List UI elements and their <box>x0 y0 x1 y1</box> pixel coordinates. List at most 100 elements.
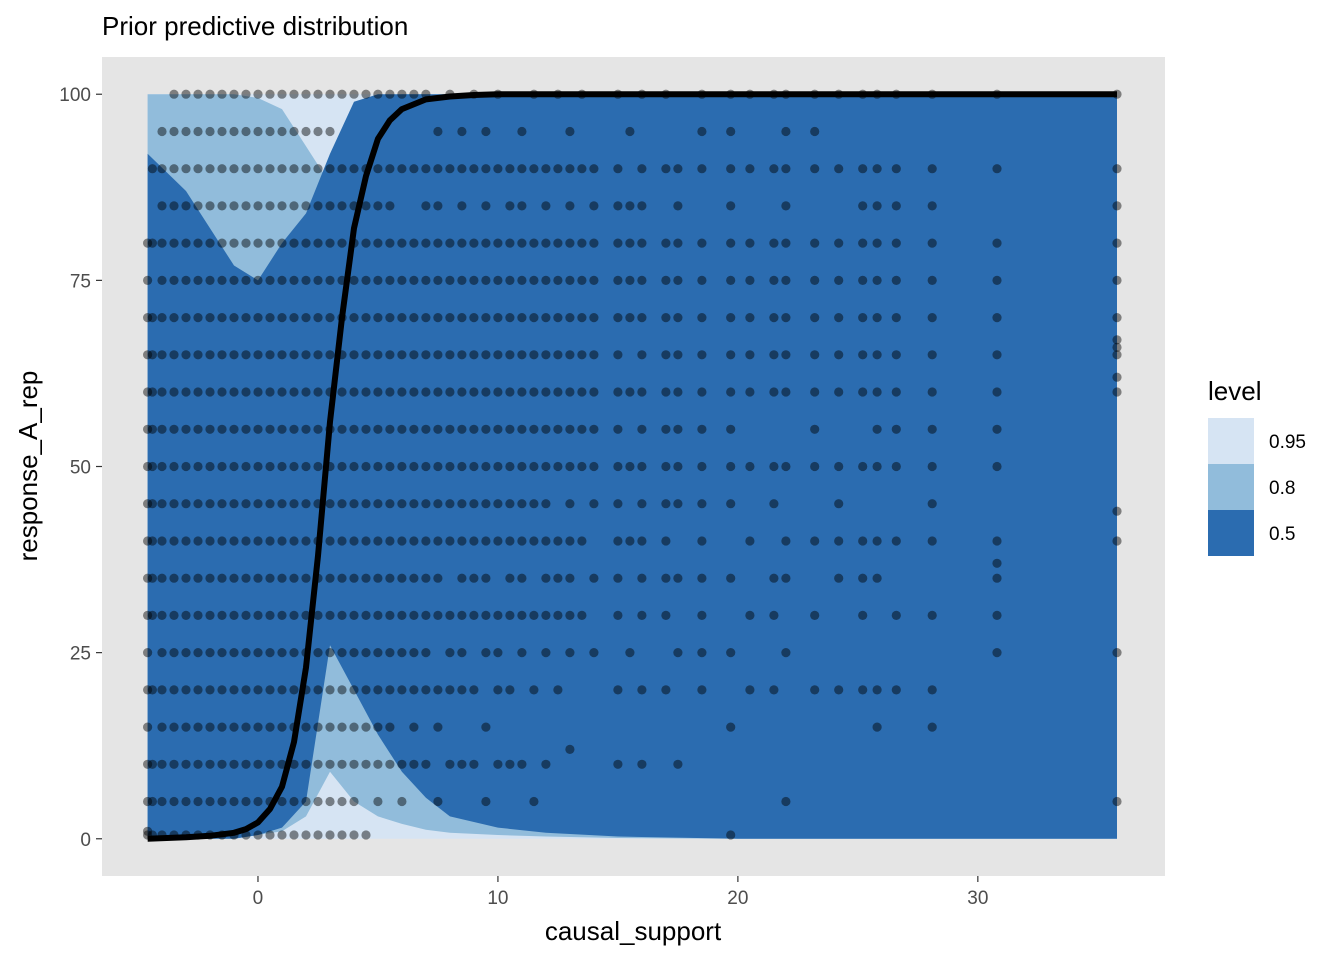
data-point <box>313 201 323 211</box>
data-point <box>313 830 323 840</box>
data-point <box>697 238 707 248</box>
data-point <box>505 164 515 174</box>
data-point <box>241 238 251 248</box>
data-point <box>349 759 359 769</box>
data-point <box>872 238 882 248</box>
data-point <box>385 387 395 397</box>
data-point <box>858 201 868 211</box>
data-point <box>361 350 371 360</box>
data-point <box>745 461 755 472</box>
data-point <box>565 126 575 137</box>
data-point <box>726 648 736 658</box>
data-point <box>577 313 587 323</box>
data-point <box>493 536 503 546</box>
data-point <box>992 275 1002 285</box>
data-point <box>397 685 407 695</box>
data-point <box>397 350 407 360</box>
legend-swatch-0-8 <box>1208 464 1254 510</box>
data-point <box>397 238 407 248</box>
data-point <box>181 648 191 658</box>
data-point <box>409 461 419 472</box>
data-point <box>181 350 191 360</box>
data-point <box>325 126 335 137</box>
data-point <box>541 424 551 434</box>
data-point <box>409 573 419 583</box>
data-point <box>397 387 407 397</box>
data-point <box>613 164 623 174</box>
data-point <box>992 610 1002 621</box>
data-point <box>625 275 635 285</box>
data-point <box>289 610 299 621</box>
data-point <box>589 238 599 248</box>
data-point <box>927 685 937 695</box>
data-point <box>1112 275 1122 285</box>
data-point <box>872 350 882 360</box>
data-point <box>217 126 227 137</box>
data-point <box>193 722 203 732</box>
data-point <box>205 387 215 397</box>
data-point <box>265 573 275 583</box>
data-point <box>253 830 263 840</box>
data-point <box>397 313 407 323</box>
data-point <box>565 238 575 248</box>
data-point <box>433 313 443 323</box>
data-point <box>217 759 227 769</box>
data-point <box>1112 342 1122 352</box>
data-point <box>858 536 868 546</box>
data-point <box>361 424 371 434</box>
data-point <box>397 499 407 509</box>
data-point <box>457 350 467 360</box>
data-point <box>613 313 623 323</box>
data-point <box>697 610 707 621</box>
data-point <box>229 201 239 211</box>
data-point <box>421 275 431 285</box>
data-point <box>397 610 407 621</box>
data-point <box>457 201 467 211</box>
data-point <box>147 796 157 807</box>
data-point <box>992 387 1002 397</box>
data-point <box>181 610 191 621</box>
data-point <box>927 424 937 434</box>
data-point <box>325 573 335 583</box>
data-point <box>661 610 671 621</box>
data-point <box>834 387 844 397</box>
legend-label: 0.95 <box>1269 432 1306 453</box>
data-point <box>834 499 844 509</box>
data-point <box>253 126 263 137</box>
data-point <box>493 350 503 360</box>
data-point <box>229 722 239 732</box>
data-point <box>241 424 251 434</box>
data-point <box>143 685 153 695</box>
y-tick-label: 50 <box>70 458 91 479</box>
data-point <box>349 722 359 732</box>
data-point <box>277 536 287 546</box>
data-point <box>481 126 491 137</box>
data-point <box>505 759 515 769</box>
data-point <box>553 387 563 397</box>
data-point <box>781 536 791 546</box>
data-point <box>469 573 479 583</box>
data-point <box>313 796 323 807</box>
data-point <box>181 387 191 397</box>
data-point <box>229 461 239 472</box>
data-point <box>457 499 467 509</box>
data-point <box>769 573 779 583</box>
x-axis: 0 10 20 30 <box>253 876 988 909</box>
data-point <box>469 536 479 546</box>
data-point <box>169 313 179 323</box>
data-point <box>481 796 491 807</box>
data-point <box>517 238 527 248</box>
data-point <box>858 573 868 583</box>
data-point <box>361 313 371 323</box>
data-point <box>289 350 299 360</box>
data-point <box>697 536 707 546</box>
data-point <box>927 461 937 472</box>
data-point <box>193 685 203 695</box>
data-point <box>697 387 707 397</box>
data-point <box>613 610 623 621</box>
data-point <box>553 685 563 695</box>
data-point <box>469 759 479 769</box>
data-point <box>553 461 563 472</box>
data-point <box>858 164 868 174</box>
data-point <box>217 238 227 248</box>
